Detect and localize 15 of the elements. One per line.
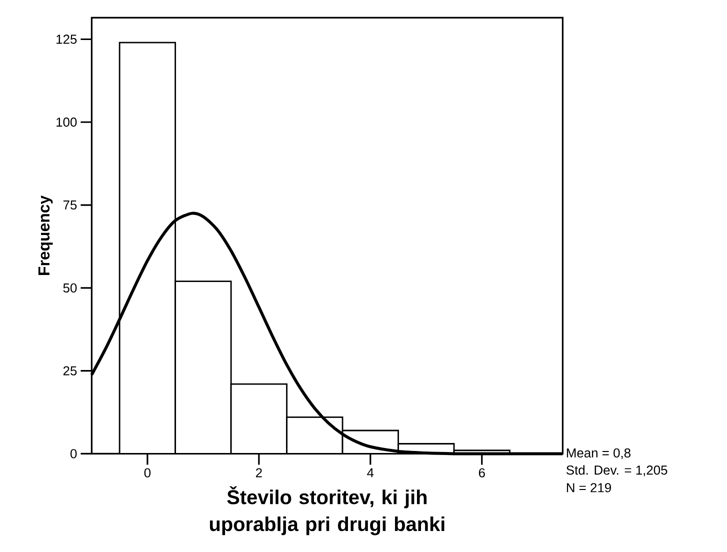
text: Mean = 0,8: [566, 448, 630, 460]
y-tick-label: 25: [63, 366, 77, 376]
y-tick-label: 100: [56, 118, 77, 127]
x-axis-title: Število storitev, ki jih uporablja pri drugi banki: [210, 486, 444, 536]
y-tick-label: 75: [63, 200, 77, 210]
y-tick-label: 50: [63, 283, 77, 292]
text: Std. Dev. = 1,205: [566, 465, 668, 476]
text: N = 219: [566, 483, 611, 492]
x-tick-label: 2: [256, 468, 262, 478]
y-tick-label: 125: [56, 34, 77, 44]
x-tick-label: 6: [478, 468, 485, 478]
y-axis-title: Frequency: [38, 195, 53, 275]
y-tick-label: 0: [70, 449, 77, 458]
x-tick-label: 4: [367, 468, 374, 478]
x-tick-label: 0: [144, 468, 151, 478]
